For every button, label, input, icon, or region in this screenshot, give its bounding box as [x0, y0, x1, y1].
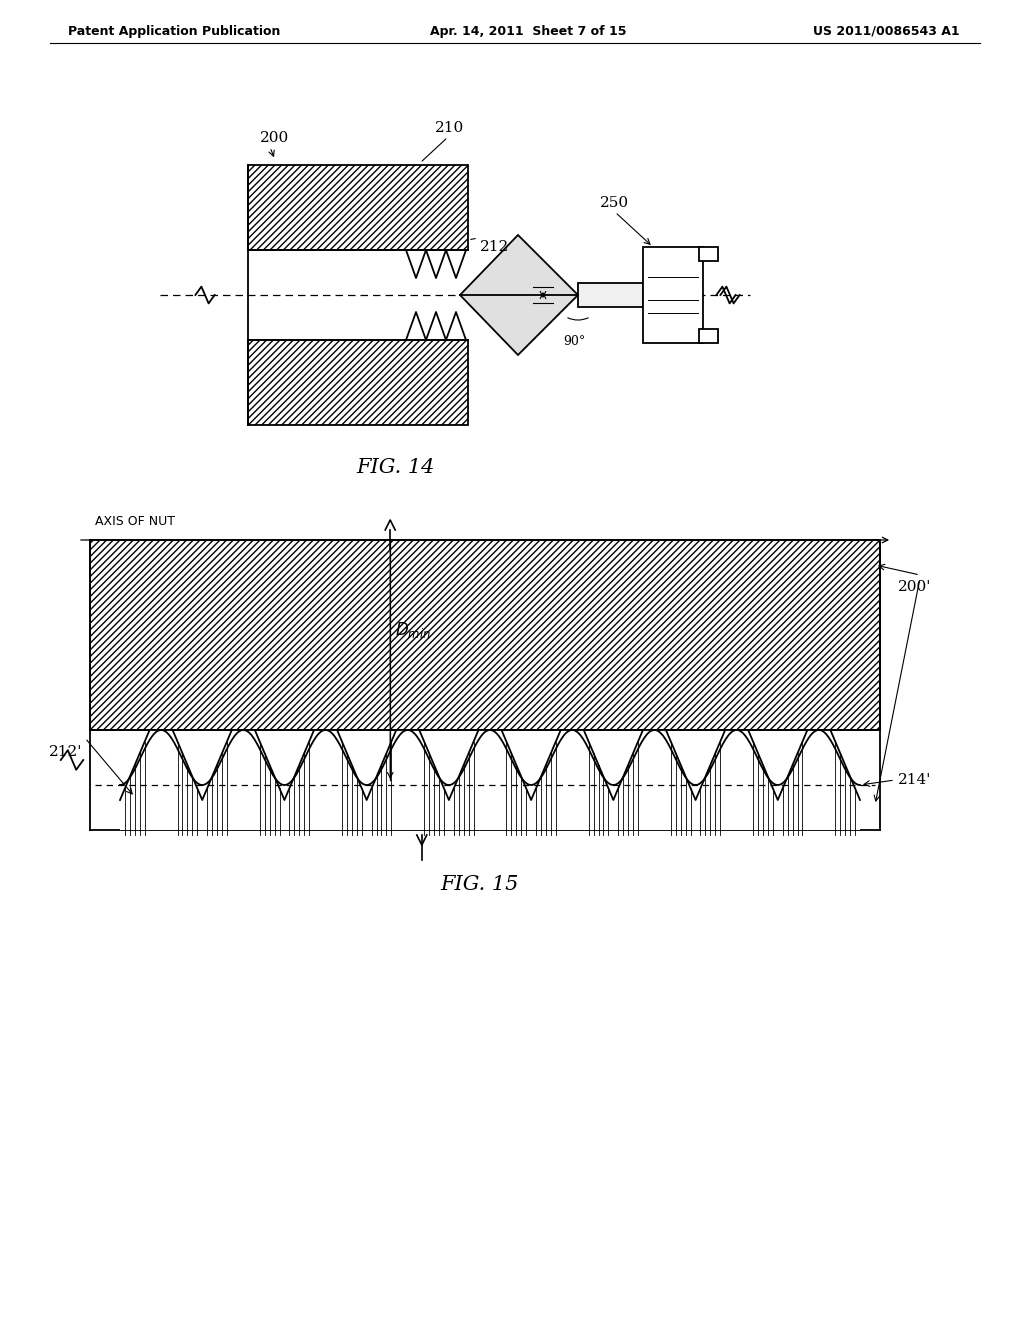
Text: 212': 212' — [48, 744, 82, 759]
Text: US 2011/0086543 A1: US 2011/0086543 A1 — [813, 25, 961, 38]
Text: 90°: 90° — [563, 335, 586, 348]
Text: $D_{min}$: $D_{min}$ — [395, 620, 431, 640]
Text: 212: 212 — [480, 240, 509, 253]
Text: Patent Application Publication: Patent Application Publication — [68, 25, 281, 38]
Bar — [90, 540, 880, 730]
Bar — [248, 341, 468, 425]
Polygon shape — [578, 282, 643, 308]
Bar — [248, 165, 468, 249]
Text: 200': 200' — [898, 579, 932, 594]
Text: 200: 200 — [260, 131, 289, 145]
Text: FIG. 15: FIG. 15 — [440, 875, 519, 894]
Text: Apr. 14, 2011  Sheet 7 of 15: Apr. 14, 2011 Sheet 7 of 15 — [430, 25, 627, 38]
Polygon shape — [643, 247, 703, 343]
Text: 250: 250 — [600, 195, 629, 210]
Text: AXIS OF NUT: AXIS OF NUT — [95, 515, 175, 528]
Polygon shape — [460, 235, 578, 355]
Polygon shape — [120, 730, 860, 830]
Polygon shape — [699, 247, 718, 261]
Text: 210: 210 — [435, 121, 464, 135]
Polygon shape — [699, 329, 718, 343]
Text: 214': 214' — [898, 774, 932, 787]
Text: FIG. 14: FIG. 14 — [355, 458, 434, 477]
